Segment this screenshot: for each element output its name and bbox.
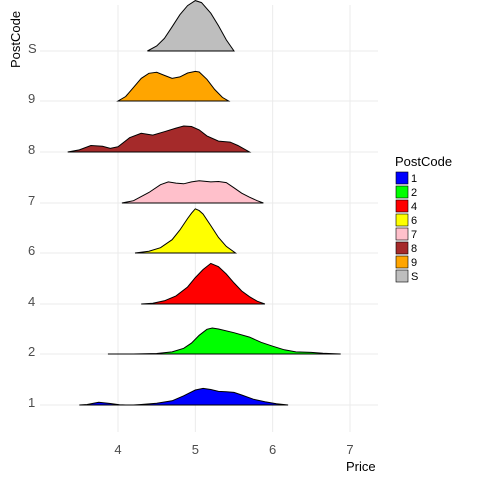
legend-label: S (411, 271, 418, 283)
legend-swatch-7 (395, 227, 409, 241)
x-tick-label: 5 (192, 442, 199, 457)
x-axis-title: Price (346, 459, 376, 474)
y-tick-label: 8 (28, 142, 35, 157)
density-ridge-4 (141, 262, 266, 305)
legend-label: 4 (411, 201, 417, 213)
density-ridge-1 (79, 387, 289, 406)
x-tick-labels: 4 5 6 7 (114, 442, 353, 457)
legend-swatch-9 (395, 255, 409, 269)
y-axis-title: PostCode (8, 11, 23, 68)
legend-label: 1 (411, 173, 417, 185)
legend-swatch-s (395, 269, 409, 283)
legend-title: PostCode (395, 154, 452, 169)
density-ridge-9 (116, 70, 231, 102)
x-tick-label: 4 (114, 442, 121, 457)
legend-label: 6 (411, 215, 417, 227)
legend-swatch-8 (395, 241, 409, 255)
legend-swatch-1 (395, 171, 409, 185)
density-ridge-7 (121, 180, 264, 204)
legend-label: 8 (411, 243, 417, 255)
legend-label: 7 (411, 229, 417, 241)
density-ridge-6 (134, 208, 238, 254)
density-ridge-8 (67, 125, 252, 153)
x-tick-label: 7 (346, 442, 353, 457)
y-tick-labels: 1 2 4 6 7 8 9 S (28, 41, 37, 410)
y-tick-label: 6 (28, 243, 35, 258)
density-ridge-2 (107, 327, 341, 355)
legend-label: 9 (411, 257, 417, 269)
density-ridge-s (147, 0, 235, 52)
y-tick-label: 7 (28, 193, 35, 208)
x-tick-label: 6 (269, 442, 276, 457)
y-tick-label: S (28, 41, 37, 56)
y-tick-label: 9 (28, 91, 35, 106)
y-tick-label: 4 (28, 294, 35, 309)
legend-swatch-2 (395, 185, 409, 199)
legend-swatch-6 (395, 213, 409, 227)
ridges (67, 0, 341, 406)
y-tick-label: 2 (28, 344, 35, 359)
y-tick-label: 1 (28, 395, 35, 410)
legend: PostCode 1 2 4 6 7 8 9 S (395, 154, 452, 283)
legend-label: 2 (411, 187, 417, 199)
grid (40, 5, 378, 432)
legend-swatch-4 (395, 199, 409, 213)
